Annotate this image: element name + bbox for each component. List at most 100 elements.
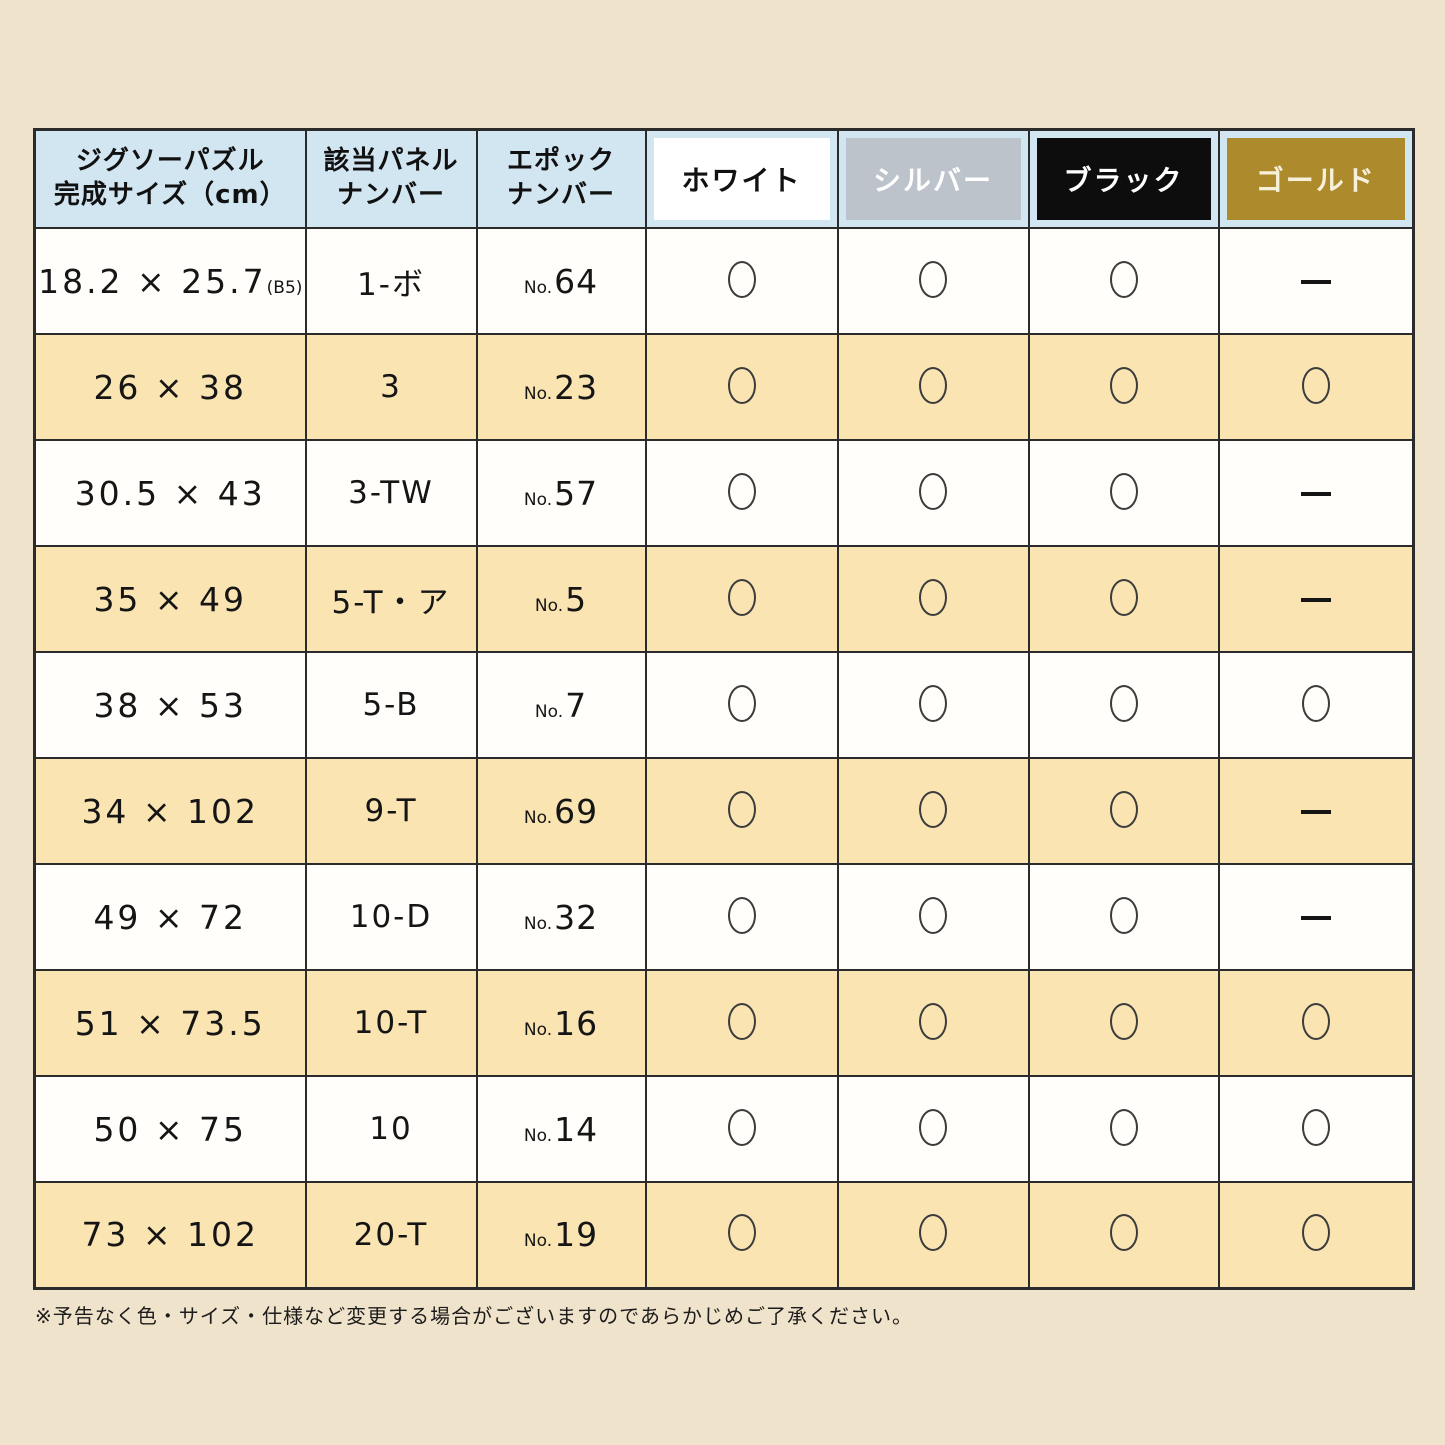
white-availability-cell xyxy=(644,333,839,441)
panel-number-value: 9-T xyxy=(364,793,418,829)
panel-number-value: 1-ボ xyxy=(357,266,425,303)
table-row: 51 × 73.5 10-T No.16 xyxy=(33,969,1415,1077)
white-availability-mark xyxy=(727,260,756,298)
panel-number-cell: 10 xyxy=(304,1075,478,1183)
gold-availability-mark xyxy=(1300,280,1331,284)
puzzle-size-value: 49 × 72 xyxy=(93,897,248,937)
epoch-number-value: 5 xyxy=(565,579,588,619)
panel-number-cell: 5-T・ア xyxy=(304,545,478,653)
silver-availability-mark xyxy=(919,260,947,298)
epoch-number-prefix: No. xyxy=(534,595,564,616)
black-availability-mark xyxy=(1109,472,1138,510)
panel-number-cell: 10-T xyxy=(304,969,478,1077)
silver-availability-mark xyxy=(919,896,947,934)
gold-availability-cell xyxy=(1217,1181,1415,1289)
black-availability-cell xyxy=(1027,1075,1220,1183)
black-availability-cell xyxy=(1027,1181,1220,1289)
white-availability-mark xyxy=(727,790,756,828)
white-availability-mark xyxy=(727,1108,756,1146)
white-availability-cell xyxy=(644,439,839,547)
epoch-number-cell: No.14 xyxy=(475,1075,647,1183)
black-availability-cell xyxy=(1027,227,1220,335)
silver-availability-cell xyxy=(836,1075,1030,1183)
black-availability-mark xyxy=(1109,1108,1138,1146)
puzzle-size-value: 34 × 102 xyxy=(81,791,260,831)
epoch-number-prefix: No. xyxy=(523,807,553,828)
epoch-number-value: 69 xyxy=(554,791,599,831)
puzzle-size-cell: 73 × 102 xyxy=(33,1181,307,1289)
puzzle-size-value: 35 × 49 xyxy=(93,579,248,619)
table-body: 18.2 × 25.7(B5) 1-ボ No.64 26 × 38 3 No.2… xyxy=(33,227,1415,1289)
gold-availability-cell xyxy=(1217,545,1415,653)
black-availability-mark xyxy=(1109,366,1138,404)
gold-availability-mark xyxy=(1301,366,1330,404)
gold-availability-mark xyxy=(1301,684,1330,722)
puzzle-size-value: 30.5 × 43 xyxy=(74,473,266,513)
footnote: ※予告なく色・サイズ・仕様など変更する場合がございますのであらかじめご了承くださ… xyxy=(35,1304,913,1328)
puzzle-size-cell: 51 × 73.5 xyxy=(33,969,307,1077)
silver-availability-cell xyxy=(836,1181,1030,1289)
silver-availability-mark xyxy=(919,1214,947,1252)
header-row: ジグソーパズル 完成サイズ（cm） 該当パネル ナンバー エポック ナンバー ホ… xyxy=(33,128,1415,229)
table-row: 26 × 38 3 No.23 xyxy=(33,333,1415,441)
white-color-label: ホワイト xyxy=(681,164,802,197)
panel-number-cell: 20-T xyxy=(304,1181,478,1289)
epoch-number-cell: No.5 xyxy=(475,545,647,653)
puzzle-size-value: 38 × 53 xyxy=(93,685,248,725)
puzzle-size-cell: 38 × 53 xyxy=(33,651,307,759)
puzzle-size-value: 50 × 75 xyxy=(93,1109,248,1149)
puzzle-size-value: 73 × 102 xyxy=(81,1215,260,1255)
puzzle-size-cell: 30.5 × 43 xyxy=(33,439,307,547)
panel-number-value: 3-TW xyxy=(348,475,434,511)
epoch-number-prefix: No. xyxy=(523,1231,553,1252)
silver-availability-mark xyxy=(919,472,947,510)
epoch-number-prefix: No. xyxy=(534,701,564,722)
epoch-number-prefix: No. xyxy=(523,913,553,934)
silver-availability-cell xyxy=(836,969,1030,1077)
panel-number-cell: 1-ボ xyxy=(304,227,478,335)
black-availability-cell xyxy=(1027,969,1220,1077)
gold-availability-cell xyxy=(1217,227,1415,335)
panel-number-cell: 9-T xyxy=(304,757,478,865)
silver-color-swatch: シルバー xyxy=(845,138,1021,220)
gold-availability-mark xyxy=(1300,492,1331,496)
epoch-number-prefix: No. xyxy=(523,383,553,404)
epoch-number-value: 14 xyxy=(554,1109,599,1149)
gold-availability-mark xyxy=(1300,916,1331,920)
panel-number-value: 10-T xyxy=(353,1005,429,1041)
black-availability-mark xyxy=(1109,1214,1138,1252)
panel-number-cell: 3-TW xyxy=(304,439,478,547)
epoch-number-value: 57 xyxy=(554,473,599,513)
gold-availability-mark xyxy=(1301,1108,1330,1146)
white-availability-cell xyxy=(644,227,839,335)
silver-availability-cell xyxy=(836,757,1030,865)
table-row: 18.2 × 25.7(B5) 1-ボ No.64 xyxy=(33,227,1415,335)
silver-color-label: シルバー xyxy=(872,164,993,197)
table-header: ジグソーパズル 完成サイズ（cm） 該当パネル ナンバー エポック ナンバー ホ… xyxy=(33,128,1415,229)
silver-availability-cell xyxy=(836,439,1030,547)
column-header-puzzle-size: ジグソーパズル 完成サイズ（cm） xyxy=(33,128,307,229)
epoch-number-cell: No.32 xyxy=(475,863,647,971)
column-header-epoch-number: エポック ナンバー xyxy=(475,128,647,229)
black-availability-mark xyxy=(1109,578,1138,616)
black-availability-mark xyxy=(1109,684,1138,722)
panel-size-table-wrap: ジグソーパズル 完成サイズ（cm） 該当パネル ナンバー エポック ナンバー ホ… xyxy=(33,128,1415,1290)
epoch-number-cell: No.23 xyxy=(475,333,647,441)
white-availability-cell xyxy=(644,1181,839,1289)
puzzle-size-cell: 50 × 75 xyxy=(33,1075,307,1183)
table-row: 35 × 49 5-T・ア No.5 xyxy=(33,545,1415,653)
silver-availability-mark xyxy=(919,366,947,404)
puzzle-size-cell: 35 × 49 xyxy=(33,545,307,653)
epoch-number-prefix: No. xyxy=(523,489,553,510)
white-availability-mark xyxy=(727,684,756,722)
silver-availability-mark xyxy=(919,1002,947,1040)
black-availability-mark xyxy=(1109,1002,1138,1040)
black-availability-mark xyxy=(1109,790,1138,828)
epoch-number-value: 23 xyxy=(554,367,599,407)
white-color-swatch: ホワイト xyxy=(653,138,830,220)
gold-availability-mark xyxy=(1300,810,1331,814)
epoch-number-cell: No.69 xyxy=(475,757,647,865)
black-availability-cell xyxy=(1027,545,1220,653)
column-header-white: ホワイト xyxy=(644,128,839,229)
silver-availability-cell xyxy=(836,863,1030,971)
